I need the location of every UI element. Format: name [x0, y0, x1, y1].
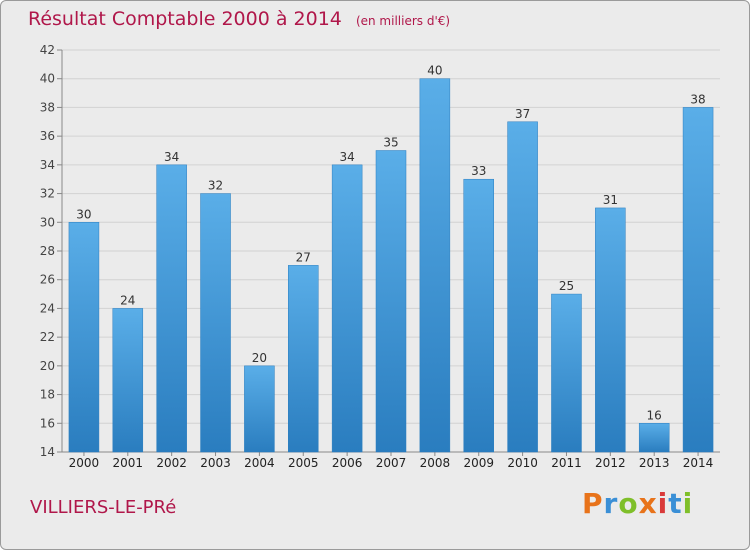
x-tick-label: 2007: [376, 456, 407, 470]
x-tick-label: 2012: [595, 456, 626, 470]
proxiti-logo: Proxiti: [582, 487, 693, 520]
town-name: VILLIERS-LE-PRé: [30, 497, 177, 518]
y-tick-label: 22: [40, 330, 55, 344]
chart-title-text: Résultat Comptable 2000 à 2014: [28, 8, 342, 30]
bar: [112, 308, 144, 453]
y-tick-label: 36: [40, 129, 55, 143]
x-tick-label: 2010: [507, 456, 538, 470]
x-tick-label: 2002: [156, 456, 187, 470]
bar-value-label: 31: [603, 193, 618, 207]
bar: [551, 293, 582, 453]
y-tick-label: 40: [40, 72, 55, 86]
x-tick-label: 2014: [683, 456, 714, 470]
y-tick-label: 24: [40, 301, 55, 315]
y-tick-label: 26: [40, 273, 55, 287]
bar-value-label: 38: [690, 92, 705, 106]
y-tick-label: 32: [40, 187, 55, 201]
chart-subtitle: (en milliers d'€): [355, 14, 451, 28]
bar: [595, 207, 626, 453]
bar-value-label: 32: [208, 179, 223, 193]
bar-value-label: 24: [120, 293, 135, 307]
x-tick-label: 2008: [420, 456, 451, 470]
y-tick-label: 16: [40, 416, 55, 430]
bar: [682, 107, 714, 453]
bar-value-label: 34: [164, 150, 179, 164]
y-tick-label: 28: [40, 244, 55, 258]
bar-value-label: 16: [647, 408, 662, 422]
x-tick-label: 2003: [200, 456, 231, 470]
bar-value-label: 20: [252, 351, 267, 365]
y-tick-label: 30: [40, 215, 55, 229]
bar: [638, 423, 670, 453]
logo-letter: P: [582, 487, 604, 520]
bars: [68, 78, 714, 453]
y-tick-label: 14: [40, 445, 55, 459]
bar-value-label: 37: [515, 107, 530, 121]
bar: [200, 193, 231, 453]
logo-letter: r: [603, 487, 619, 520]
x-tick-label: 2009: [463, 456, 494, 470]
bar: [288, 265, 319, 453]
bar-value-label: 27: [296, 250, 311, 264]
bar: [331, 164, 363, 453]
bar: [419, 78, 451, 453]
logo-letter: t: [668, 487, 683, 520]
chart-title: Résultat Comptable 2000 à 2014 (en milli…: [28, 8, 450, 30]
bar-value-label: 35: [383, 136, 398, 150]
bar-value-label: 40: [427, 64, 442, 78]
bar-value-label: 33: [471, 164, 486, 178]
x-tick-label: 2013: [639, 456, 670, 470]
x-tick-label: 2006: [332, 456, 363, 470]
bar-value-label: 34: [339, 150, 354, 164]
labels: 30 24 34 32 20 27 34 35 40 33 37 25 31 16 38: [76, 64, 705, 423]
x-tick-label: 2001: [113, 456, 144, 470]
x-tick-label: 2011: [551, 456, 582, 470]
y-tick-label: 20: [40, 359, 55, 373]
bar-value-label: 25: [559, 279, 574, 293]
logo-letter: x: [638, 487, 658, 520]
x-tick-label: 2000: [69, 456, 100, 470]
bar: [375, 150, 407, 453]
bar: [68, 222, 100, 453]
logo-letter: i: [682, 487, 694, 520]
x-tick-label: 2005: [288, 456, 319, 470]
y-tick-label: 34: [40, 158, 55, 172]
bar: [244, 365, 275, 453]
y-tick-label: 42: [40, 43, 55, 57]
y-tick-label: 38: [40, 100, 55, 114]
logo-letter: i: [657, 487, 669, 520]
bar: [156, 164, 187, 453]
y-tick-label: 18: [40, 388, 55, 402]
bar: [463, 178, 494, 453]
logo-letter: o: [618, 487, 639, 520]
x-tick-label: 2004: [244, 456, 275, 470]
bar: [507, 121, 538, 453]
bar-value-label: 30: [76, 207, 91, 221]
